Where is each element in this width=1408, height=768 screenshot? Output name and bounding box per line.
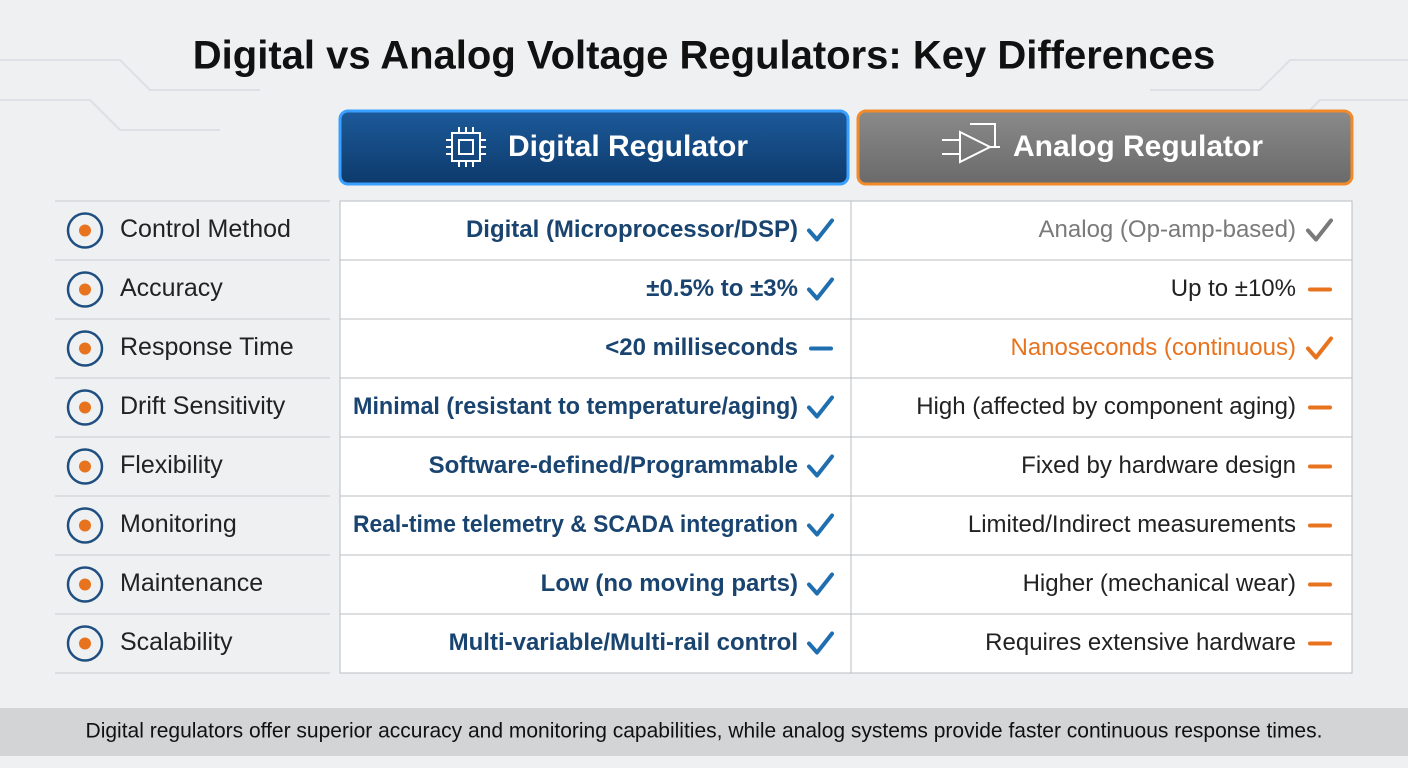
analog-cell: Nanoseconds (continuous)	[1010, 334, 1296, 361]
analog-cell: Limited/Indirect measurements	[968, 511, 1296, 538]
digital-cell: Software-defined/Programmable	[429, 452, 798, 479]
digital-cell: ±0.5% to ±3%	[646, 275, 798, 302]
digital-cell: Real-time telemetry & SCADA integration	[353, 511, 798, 538]
row-icon	[79, 342, 91, 355]
row-label: Response Time	[120, 333, 294, 361]
row-icon	[66, 625, 104, 662]
row-label: Scalability	[120, 628, 233, 656]
digital-cell: Low (no moving parts)	[541, 570, 798, 597]
digital-check	[807, 513, 834, 537]
opamp-icon	[942, 123, 1000, 164]
digital-cell: Minimal (resistant to temperature/aging)	[353, 393, 798, 420]
digital-check	[807, 395, 834, 419]
digital-cell: Multi-variable/Multi-rail control	[449, 629, 798, 656]
digital-cell: Digital (Microprocessor/DSP)	[466, 216, 798, 243]
row-icon	[79, 519, 91, 532]
row-icon	[79, 578, 91, 591]
row-icon	[66, 330, 104, 367]
analog-header-box	[856, 109, 1354, 186]
digital-check	[807, 631, 834, 655]
digital-header: Digital Regulator	[508, 130, 748, 163]
digital-check	[807, 572, 834, 596]
row-label: Monitoring	[120, 510, 237, 538]
row-label: Drift Sensitivity	[120, 392, 286, 420]
analog-cell: High (affected by component aging)	[916, 393, 1296, 420]
row-icon	[79, 224, 91, 237]
footer: Digital regulators offer superior accura…	[86, 720, 1323, 743]
row-label: Flexibility	[120, 451, 223, 479]
analog-header: Analog Regulator	[1013, 130, 1263, 163]
footer-band	[0, 708, 1408, 756]
title: Digital vs Analog Voltage Regulators: Ke…	[193, 34, 1215, 78]
analog-cell: Analog (Op-amp-based)	[1039, 216, 1296, 243]
row-icon	[66, 507, 104, 544]
row-label: Accuracy	[120, 274, 223, 302]
analog-cell: Fixed by hardware design	[1021, 452, 1296, 479]
analog-cell: Up to ±10%	[1171, 275, 1296, 302]
row-icon	[79, 401, 91, 414]
row-icon	[66, 271, 104, 308]
row-icon	[66, 389, 104, 426]
row-icon	[66, 566, 104, 603]
row-label: Maintenance	[120, 569, 263, 597]
row-icon	[66, 448, 104, 485]
row-icon	[66, 212, 104, 249]
analog-check	[1306, 218, 1333, 242]
row-label: Control Method	[120, 215, 291, 243]
row-icon	[79, 637, 91, 650]
analog-check	[1306, 336, 1333, 360]
analog-cell: Higher (mechanical wear)	[1023, 570, 1296, 597]
digital-check	[807, 218, 834, 242]
row-icon	[79, 460, 91, 473]
chip-icon	[446, 127, 486, 167]
row-icon	[79, 283, 91, 296]
analog-cell: Requires extensive hardware	[985, 629, 1296, 656]
digital-check	[807, 454, 834, 478]
digital-cell: <20 milliseconds	[605, 334, 798, 361]
digital-check	[807, 277, 834, 301]
